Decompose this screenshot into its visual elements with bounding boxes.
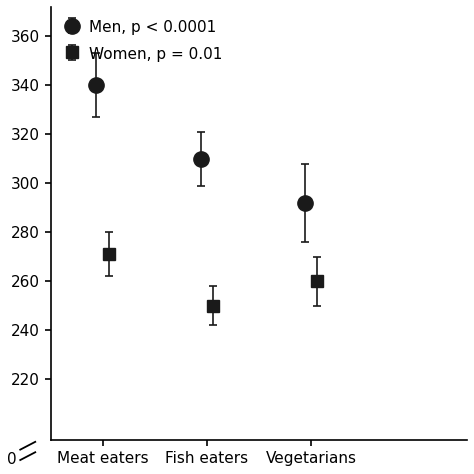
Legend: Men, p < 0.0001, Women, p = 0.01: Men, p < 0.0001, Women, p = 0.01 [58,15,227,66]
Text: 0: 0 [7,452,17,467]
